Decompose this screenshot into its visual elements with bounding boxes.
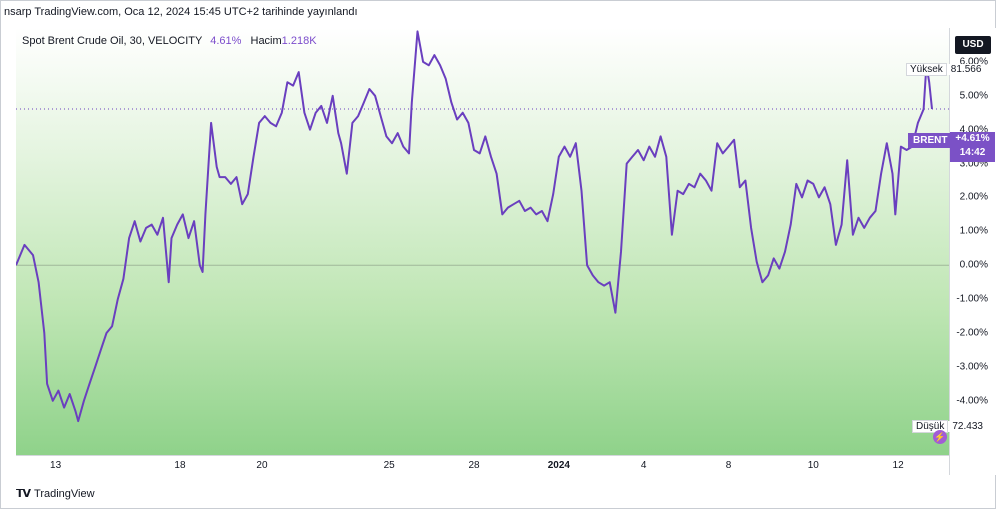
y-tick-label: 4.00% — [959, 124, 988, 136]
flash-icon[interactable]: ⚡ — [933, 430, 947, 444]
legend-volume-label: Hacim — [250, 35, 282, 47]
y-tick-label: -2.00% — [956, 327, 988, 339]
x-tick-label: 2024 — [547, 460, 570, 471]
x-tick-label: 13 — [50, 460, 62, 471]
y-tick-label: -4.00% — [956, 395, 988, 407]
y-tick-label: -1.00% — [956, 293, 988, 305]
legend-volume-value: 1.218K — [281, 35, 317, 47]
plot-area[interactable] — [16, 28, 949, 455]
low-value: 72.433 — [948, 421, 987, 432]
series-legend[interactable]: Spot Brent Crude Oil, 30, VELOCITY 4.61%… — [22, 35, 317, 47]
y-tick-label: 5.00% — [959, 90, 988, 102]
time-axis[interactable]: 13 18 20 25 28 2024 4 8 10 12 — [16, 455, 949, 476]
price-chart-svg — [16, 30, 949, 423]
y-tick-label: 0.00% — [959, 259, 988, 271]
y-tick-label: -3.00% — [956, 361, 988, 373]
x-tick-label: 20 — [256, 460, 268, 471]
y-tick-label: 2.00% — [959, 191, 988, 203]
x-tick-label: 8 — [725, 460, 732, 471]
publish-header: nsarp TradingView.com, Oca 12, 2024 15:4… — [4, 6, 358, 18]
x-tick-label: 12 — [892, 460, 904, 471]
low-marker: Düşük 72.433 — [912, 419, 987, 434]
high-label: Yüksek — [906, 63, 947, 76]
x-tick-label: 28 — [468, 460, 480, 471]
high-marker: Yüksek 81.566 — [906, 62, 986, 77]
bar-countdown: 14:42 — [959, 147, 986, 158]
y-tick-label: 3.00% — [959, 158, 988, 170]
last-price-tag: +4.61% 14:42 — [950, 132, 995, 162]
price-axis[interactable]: 6.00% 5.00% 4.00% 3.00% 2.00% 1.00% 0.00% -1.00… — [949, 28, 996, 475]
legend-change: 4.61% — [210, 35, 242, 47]
series-line-0[interactable] — [16, 30, 933, 423]
symbol-tag: BRENT — [908, 133, 953, 148]
low-label: Düşük — [912, 420, 949, 433]
high-value: 81.566 — [946, 64, 986, 75]
legend-title: Spot Brent Crude Oil, 30, VELOCITY — [22, 35, 203, 47]
brand-name: TradingView — [34, 488, 95, 500]
x-tick-label: 18 — [174, 460, 186, 471]
x-tick-label: 10 — [807, 460, 819, 471]
currency-button[interactable]: USD — [955, 36, 991, 54]
tradingview-logo-icon: 𝗧𝗩 — [16, 488, 31, 500]
x-tick-label: 4 — [640, 460, 647, 471]
y-tick-label: 1.00% — [959, 225, 988, 237]
x-tick-label: 25 — [383, 460, 395, 471]
last-price-value: +4.61% — [955, 133, 990, 144]
footer-brand[interactable]: 𝗧𝗩 TradingView — [16, 487, 95, 500]
y-tick-label: 6.00% — [959, 56, 988, 68]
